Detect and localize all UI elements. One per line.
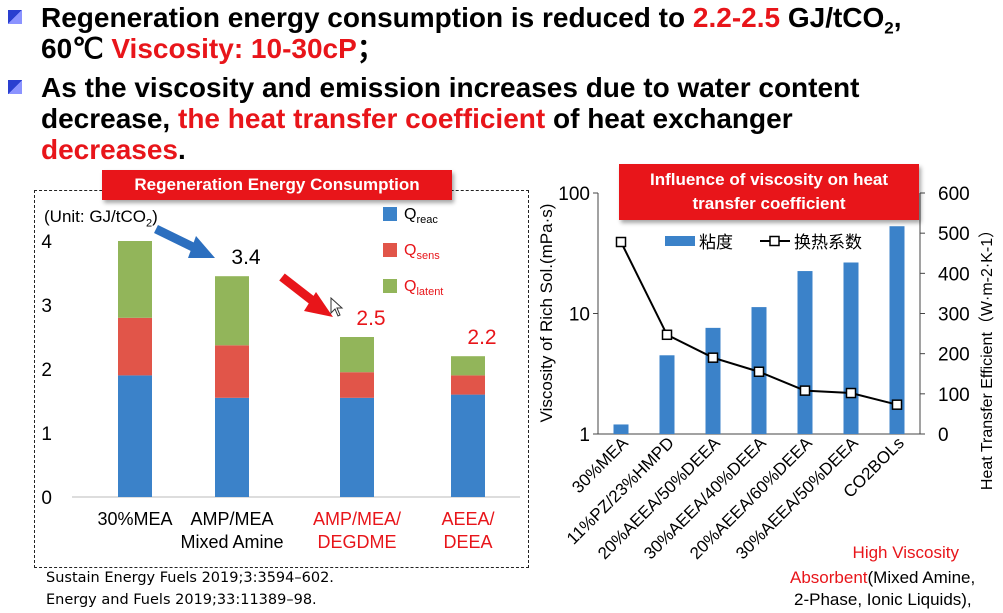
right-tick-label: 500 [938, 224, 970, 245]
y-tick-label: 3 [41, 296, 52, 317]
viscosity-bar [843, 262, 859, 434]
right-tick-label: 0 [938, 425, 949, 446]
viscosity-bar [705, 327, 721, 434]
right-tick-label: 300 [938, 305, 970, 326]
right-axis-title: Heat Transfer Efficient（W·m-2·K-1） [978, 222, 996, 490]
heat-transfer-point [753, 366, 765, 377]
legend-label: Qsens [404, 242, 440, 262]
viscosity-bar [797, 271, 813, 434]
high-viscosity-note-3: 2-Phase, Ionic Liquids), [794, 590, 972, 609]
legend-label: Qreac [404, 206, 438, 226]
left-axis-title: Viscosity of Rich Sol.(mPa·s) [537, 204, 556, 423]
bullet-marker [8, 10, 22, 24]
right-tick-label: 400 [938, 264, 970, 285]
bullet-2-line-2: decrease, the heat transfer coefficient … [41, 103, 793, 134]
bullet-marker [8, 80, 22, 94]
bar-segment [215, 345, 249, 398]
total-value-label: 3.4 [231, 246, 261, 269]
reference-2: Energy and Fuels 2019;33:11389–98. [46, 592, 317, 608]
legend-line-label: 换热系数 [794, 233, 862, 252]
viscosity-bar [613, 424, 629, 434]
viscosity-bar [659, 355, 675, 434]
viscosity-bar [889, 226, 905, 434]
bar-segment [340, 372, 374, 398]
right-tick-label: 600 [938, 184, 970, 205]
left-chart-banner: Regeneration Energy Consumption [102, 170, 452, 200]
legend-bar-swatch [665, 236, 695, 246]
bullet-2-line-3: decreases. [41, 134, 186, 165]
bar-segment [451, 394, 485, 497]
y-tick-label: 4 [41, 232, 52, 253]
left-tick-label: 10 [569, 305, 590, 326]
legend-swatch [383, 279, 397, 293]
x-tick-label: AMP/MEA/ [313, 509, 401, 529]
x-tick-label: Mixed Amine [180, 532, 283, 552]
right-tick-label: 100 [938, 385, 970, 406]
banner-line-2: transfer coefficient [692, 194, 846, 213]
bar-segment [451, 375, 485, 395]
x-tick-label: AEEA/ [441, 509, 494, 529]
bar-segment [118, 375, 152, 497]
right-tick-label: 200 [938, 345, 970, 366]
left-tick-label: 1 [579, 425, 590, 446]
x-tick-label: DEEA [443, 532, 492, 552]
y-tick-label: 1 [41, 424, 52, 445]
high-viscosity-note-2: Absorbent(Mixed Amine, [790, 568, 976, 587]
bullet-2-line-1: As the viscosity and emission increases … [41, 72, 860, 103]
heat-transfer-point [799, 385, 811, 396]
bullet-1-line-1: Regeneration energy consumption is reduc… [41, 2, 902, 38]
legend-swatch [383, 243, 397, 257]
heat-transfer-point [661, 329, 673, 341]
right-chart-banner: Influence of viscosity on heat transfer … [619, 164, 919, 220]
bar-segment [215, 276, 249, 346]
y-tick-label: 2 [41, 360, 52, 381]
banner-line-1: Influence of viscosity on heat [649, 170, 889, 189]
heat-transfer-point [615, 236, 627, 248]
bar-segment [340, 397, 374, 497]
x-tick-label: AMP/MEA [190, 509, 273, 529]
bar-segment [340, 337, 374, 373]
bar-segment [118, 317, 152, 376]
total-value-label: 2.5 [356, 307, 385, 330]
bullet-1-line-2: 60℃ Viscosity: 10-30cP； [41, 33, 385, 64]
total-value-label: 2.2 [467, 326, 496, 349]
high-viscosity-note-1: High Viscosity [852, 543, 959, 562]
legend-line-marker [769, 235, 780, 247]
mouse-cursor-icon [330, 297, 344, 317]
bar-segment [215, 397, 249, 497]
blue-arrow-icon [154, 224, 215, 258]
unit-label: (Unit: GJ/tCO2) [44, 207, 158, 230]
heat-transfer-point [845, 387, 857, 399]
x-tick-label: DEGDME [317, 532, 396, 552]
heat-transfer-point [707, 352, 719, 363]
legend-swatch [383, 207, 397, 221]
reference-1: Sustain Energy Fuels 2019;3:3594–602. [46, 570, 334, 586]
x-tick-label: 30%MEA [97, 509, 172, 529]
y-tick-label: 0 [41, 488, 52, 509]
legend-bar-label: 粘度 [699, 233, 733, 252]
bar-segment [451, 356, 485, 376]
legend-label: Qlatent [404, 278, 443, 298]
bar-segment [118, 241, 152, 318]
red-arrow-icon [279, 273, 333, 317]
heat-transfer-point [891, 399, 903, 410]
left-tick-label: 100 [558, 184, 590, 205]
